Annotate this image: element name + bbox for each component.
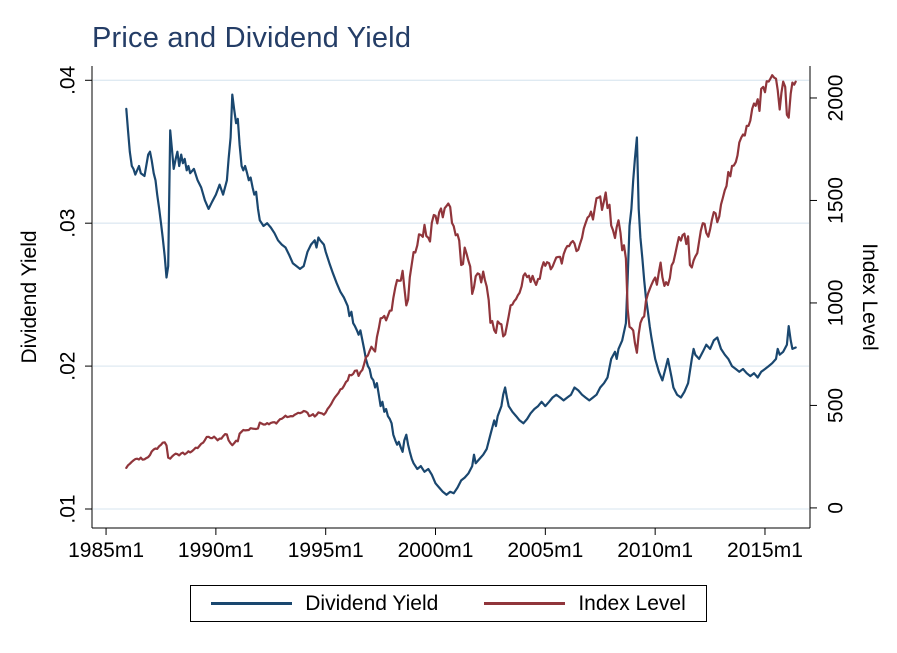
x-axis-tick-label: 1985m1	[68, 539, 144, 562]
right-axis-tick-label: 1000	[825, 280, 848, 327]
right-axis-tick-label: 2000	[825, 75, 848, 122]
legend-label-dividend-yield: Dividend Yield	[305, 591, 439, 615]
series-line-index-level	[125, 74, 797, 469]
legend-line-sample-dividend-yield	[211, 602, 293, 605]
x-axis-tick-label: 1990m1	[178, 539, 254, 562]
x-axis-tick-label: 1995m1	[288, 539, 364, 562]
right-axis-tick-label: 500	[825, 388, 848, 423]
right-axis-tick-label: 1500	[825, 177, 848, 224]
series-line-dividend-yield	[125, 93, 797, 496]
legend-line-sample-index-level	[484, 602, 566, 605]
chart-title: Price and Dividend Yield	[92, 22, 412, 54]
x-axis-tick-label: 2015m1	[727, 539, 803, 562]
left-axis-tick-label: .04	[57, 65, 80, 95]
legend: Dividend Yield Index Level	[190, 585, 707, 622]
x-axis-tick-label: 2010m1	[617, 539, 693, 562]
legend-item-index-level: Index Level	[484, 591, 686, 616]
left-axis-title: Dividend Yield	[18, 230, 41, 364]
left-axis-tick-label: .01	[57, 494, 80, 523]
right-axis-tick-label: 0	[825, 502, 848, 514]
x-axis-tick-label: 2000m1	[398, 539, 474, 562]
x-axis-tick-label: 2005m1	[507, 539, 583, 562]
left-axis-tick-label: .03	[57, 209, 80, 238]
legend-label-index-level: Index Level	[578, 591, 686, 615]
legend-item-dividend-yield: Dividend Yield	[211, 592, 438, 616]
right-axis-title: Index Level	[858, 243, 881, 351]
left-axis-tick-label: .02	[57, 351, 80, 380]
